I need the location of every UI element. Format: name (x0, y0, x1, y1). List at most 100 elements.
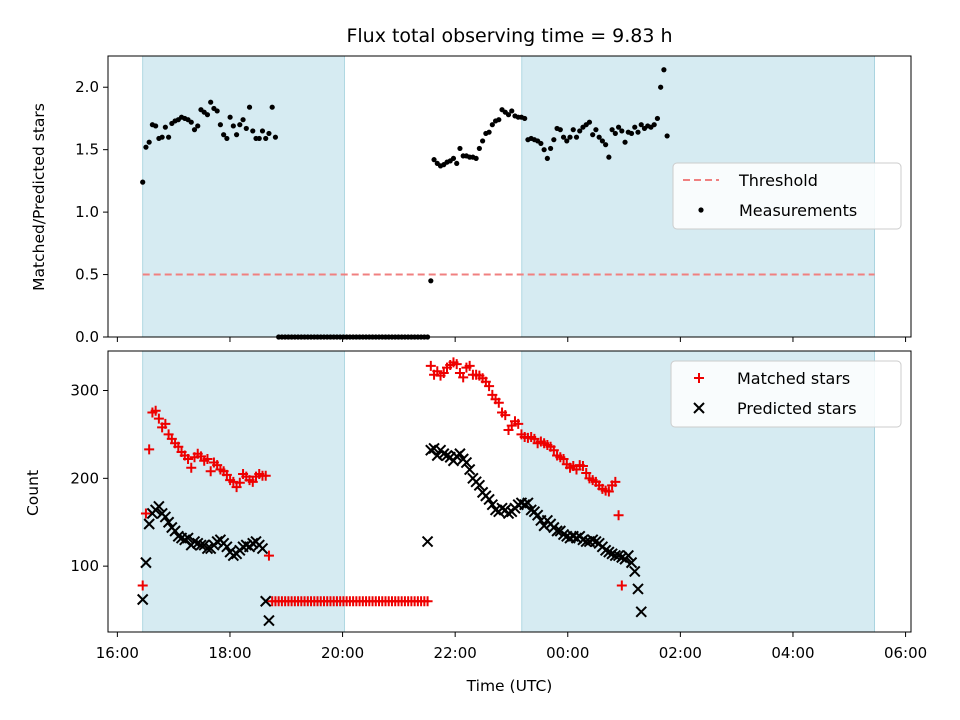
ratio-x-ticks (116, 337, 907, 342)
measurement-point (428, 278, 434, 284)
predicted-star-point (538, 520, 550, 532)
predicted-star-point (557, 528, 570, 541)
measurement-point (615, 124, 622, 130)
predicted-star-point (195, 539, 207, 551)
measurement-point (230, 123, 236, 129)
measurement-point (204, 112, 211, 118)
ratio-legend-label-0: Threshold (738, 171, 818, 190)
matched-star-point (577, 461, 588, 472)
measurement-point (599, 138, 605, 144)
measurement-point (143, 144, 149, 150)
matched-star-point (581, 468, 592, 479)
ratio-legend: Threshold Measurements (672, 162, 902, 230)
measurement-point (661, 67, 667, 73)
predicted-star-point (463, 463, 476, 476)
measurement-point (489, 122, 495, 128)
predicted-star-point (612, 549, 625, 562)
count-panel: 100 200 300 16:00 18:00 20:00 22:00 00:00 02:00… (24, 350, 927, 695)
count-legend-label-0: Matched stars (737, 369, 850, 388)
matched-star-point (438, 367, 449, 378)
predicted-star-point (625, 556, 638, 569)
matched-star-point (422, 596, 433, 607)
predicted-star-point (635, 606, 647, 618)
measurement-point (162, 124, 168, 130)
measurement-point (240, 117, 246, 123)
predicted-star-point (182, 532, 194, 544)
predicted-star-point (609, 549, 622, 562)
predicted-star-point (192, 537, 204, 550)
measurement-point (551, 137, 557, 143)
measurement-point (159, 134, 165, 140)
predicted-star-point (136, 593, 149, 606)
ratio-ytick-label-0: 0.0 (75, 328, 99, 346)
measurement-point (654, 115, 661, 122)
matched-star-point (500, 410, 511, 421)
predicted-star-point (577, 534, 589, 546)
matched-star-point (613, 510, 624, 521)
matched-star-point (616, 580, 627, 591)
matched-star-point (160, 418, 171, 429)
measurement-point (237, 122, 243, 128)
shaded-interval-0 (142, 55, 345, 338)
time-xtick-label-7: 06:00 (884, 644, 927, 662)
measurement-point (450, 155, 457, 162)
predicted-star-point (140, 556, 152, 569)
time-xtick-label-4: 00:00 (546, 644, 589, 662)
matched-star-point (183, 454, 194, 465)
shaded-interval-0 (142, 350, 345, 633)
measurement-point (557, 127, 563, 133)
measurement-point (153, 123, 159, 129)
predicted-star-point (586, 534, 599, 546)
measurement-point (593, 127, 599, 133)
predicted-star-point (188, 535, 201, 548)
measurement-point (263, 135, 269, 142)
matched-star-point (205, 466, 216, 477)
measurement-point (457, 145, 463, 152)
predicted-star-point (247, 537, 259, 550)
measurement-point (165, 134, 172, 140)
measurement-point (146, 139, 152, 145)
matched-star-point (484, 381, 495, 392)
matched-star-point (603, 486, 614, 497)
measurement-point (651, 122, 657, 128)
measurement-point (577, 128, 583, 134)
measurement-point (272, 134, 279, 140)
predicted-star-point (172, 530, 185, 542)
count-legend-marker-0 (694, 373, 704, 383)
predicted-star-point (551, 525, 563, 537)
count-panel-frame (107, 350, 912, 633)
measurement-point (635, 129, 641, 135)
measurement-point (603, 142, 609, 148)
measurement-point (612, 130, 618, 137)
matched-star-point (263, 550, 274, 561)
x-axis-label: Time (UTC) (466, 677, 553, 695)
predicted-star-point (606, 548, 618, 560)
predicted-star-point (263, 614, 275, 627)
measurement-point (638, 122, 644, 128)
predicted-star-point (211, 535, 223, 548)
time-xtick-label-3: 22:00 (434, 644, 477, 662)
predicted-star-point (460, 456, 473, 469)
measurement-point (658, 84, 664, 90)
predicted-star-point (162, 516, 175, 528)
matched-star-point (493, 397, 504, 408)
measurement-point (586, 119, 593, 125)
measurement-point (560, 134, 567, 140)
predicted-star-point (438, 448, 450, 460)
count-ytick-label-1: 200 (70, 469, 99, 487)
ratio-legend-marker-1 (698, 207, 704, 213)
predicted-star-point (240, 539, 252, 551)
measurement-point (609, 127, 615, 133)
measurement-point (266, 130, 272, 137)
matched-star-point (137, 580, 148, 591)
matched-star-point (610, 476, 621, 487)
predicted-star-point (616, 551, 628, 564)
time-xtick-label-0: 16:00 (96, 644, 139, 662)
matched-star-point (548, 445, 559, 456)
count-legend-marker-1 (693, 402, 705, 414)
time-x-axis: 16:00 18:00 20:00 22:00 00:00 02:00 04:00 06:00 (96, 632, 927, 662)
measurement-point (606, 154, 612, 160)
matched-star-point (221, 469, 232, 480)
predicted-star-point (431, 449, 443, 462)
